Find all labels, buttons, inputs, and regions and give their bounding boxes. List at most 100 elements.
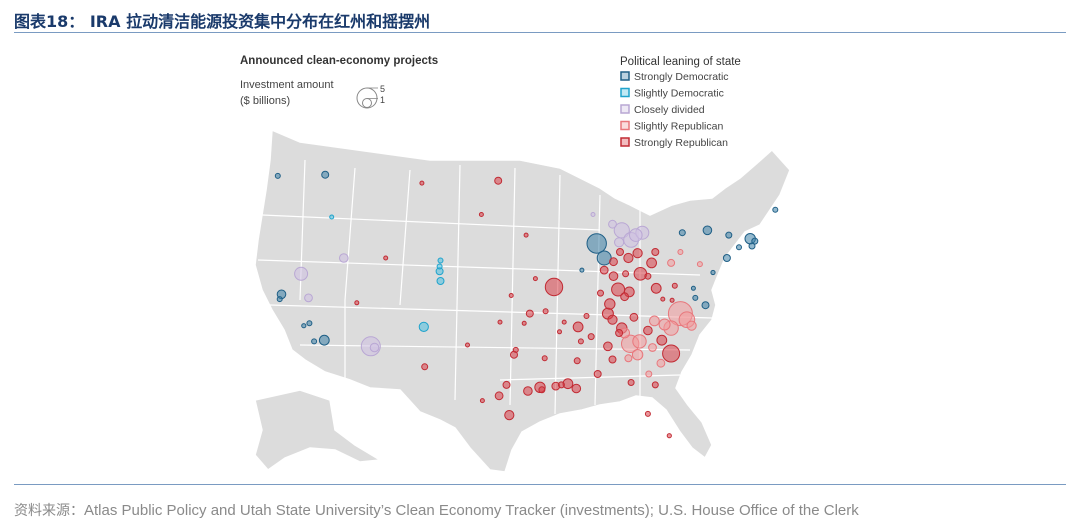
project-dot [304, 293, 313, 303]
project-dot [736, 244, 742, 251]
project-dot [504, 410, 515, 421]
project-dot [648, 343, 657, 352]
source-label: 资料来源： [14, 503, 84, 519]
project-dot [274, 172, 281, 179]
project-dot [276, 296, 283, 303]
project-dot [629, 312, 639, 322]
project-dot [604, 298, 616, 310]
project-dot [538, 386, 546, 394]
project-dot [725, 231, 733, 239]
project-dot [748, 242, 756, 250]
source-note: 资料来源：Atlas Public Policy and Utah State … [14, 500, 859, 520]
project-dots [274, 170, 779, 439]
project-dot [593, 370, 602, 378]
project-dot [624, 354, 633, 363]
size-legend-line2: ($ billions) [240, 95, 290, 107]
project-dot [339, 253, 349, 263]
project-dot [656, 358, 666, 368]
project-dot [667, 258, 676, 267]
lean-label-cd: Closely divided [634, 104, 705, 116]
project-dot [651, 381, 659, 389]
project-dot [557, 381, 565, 389]
project-dot [649, 315, 660, 327]
project-dot [494, 391, 504, 401]
size-legend-line1: Investment amount [240, 79, 334, 91]
project-dot [646, 257, 657, 269]
lean-swatch-sr [620, 137, 630, 147]
project-dot [696, 261, 703, 268]
figure-title: 图表18： IRA 拉动清洁能源投资集中分布在红州和摇摆州 [14, 12, 431, 31]
project-dot [508, 293, 514, 298]
project-dot [669, 297, 675, 303]
project-dot [571, 383, 582, 394]
project-dot [631, 349, 644, 361]
project-dot [662, 344, 681, 363]
project-dot [658, 318, 671, 331]
project-dot [479, 398, 485, 404]
project-dot [577, 338, 584, 345]
project-dot [512, 346, 519, 353]
project-dot [678, 229, 686, 237]
project-dot [722, 254, 731, 262]
project-dot [321, 170, 330, 179]
project-dot [523, 232, 529, 238]
lean-legend: Strongly Democratic Slightly Democratic Cl… [620, 71, 729, 149]
project-dot [629, 228, 643, 242]
project-dot [497, 319, 503, 325]
project-dot [613, 222, 630, 239]
project-dot [632, 248, 643, 259]
project-dot [301, 323, 307, 329]
project-dot [650, 282, 662, 294]
project-dot [587, 333, 595, 341]
project-dot [329, 214, 335, 220]
project-dot [633, 267, 648, 281]
project-dot [616, 248, 624, 256]
project-dot [644, 272, 652, 280]
project-dot [419, 180, 425, 186]
project-dot [609, 257, 618, 267]
project-dot [596, 250, 612, 266]
project-dot [666, 433, 672, 439]
lean-legend-title: Political leaning of state [620, 56, 741, 68]
lean-label-lr: Slightly Republican [634, 121, 723, 133]
project-dot [772, 206, 779, 213]
project-dot [623, 252, 634, 264]
project-dot [615, 329, 624, 337]
project-dot [544, 277, 564, 297]
map-heading: Announced clean-economy projects [240, 55, 438, 67]
project-dot [561, 319, 567, 325]
project-dot [572, 321, 584, 333]
title-rule [14, 32, 1066, 33]
project-dot [494, 176, 503, 185]
lean-swatch-lr [620, 120, 630, 131]
us-outline [254, 128, 791, 473]
project-dot [541, 355, 548, 362]
project-dot [532, 276, 538, 282]
project-dot [597, 289, 604, 297]
project-dot [690, 285, 696, 291]
project-dot [622, 270, 630, 278]
project-dot [620, 292, 629, 302]
project-dot [586, 233, 607, 254]
project-dot [465, 342, 470, 348]
project-dot [686, 320, 697, 331]
project-dot [608, 271, 619, 282]
project-dot [671, 282, 678, 289]
project-dot [523, 386, 533, 396]
lean-label-sr: Strongly Republican [634, 137, 728, 149]
alaska-outline [254, 389, 383, 472]
project-dot [421, 363, 429, 371]
project-dot [656, 334, 668, 346]
lean-swatch-sd [620, 71, 630, 81]
project-dot [369, 342, 380, 353]
project-dot [579, 267, 585, 273]
project-dot [599, 265, 609, 275]
project-dot [644, 410, 651, 417]
size-legend-big: 5 [380, 84, 385, 94]
project-dot [502, 380, 511, 389]
project-dot [573, 357, 581, 365]
project-dot [645, 370, 653, 378]
project-dot [354, 300, 360, 306]
